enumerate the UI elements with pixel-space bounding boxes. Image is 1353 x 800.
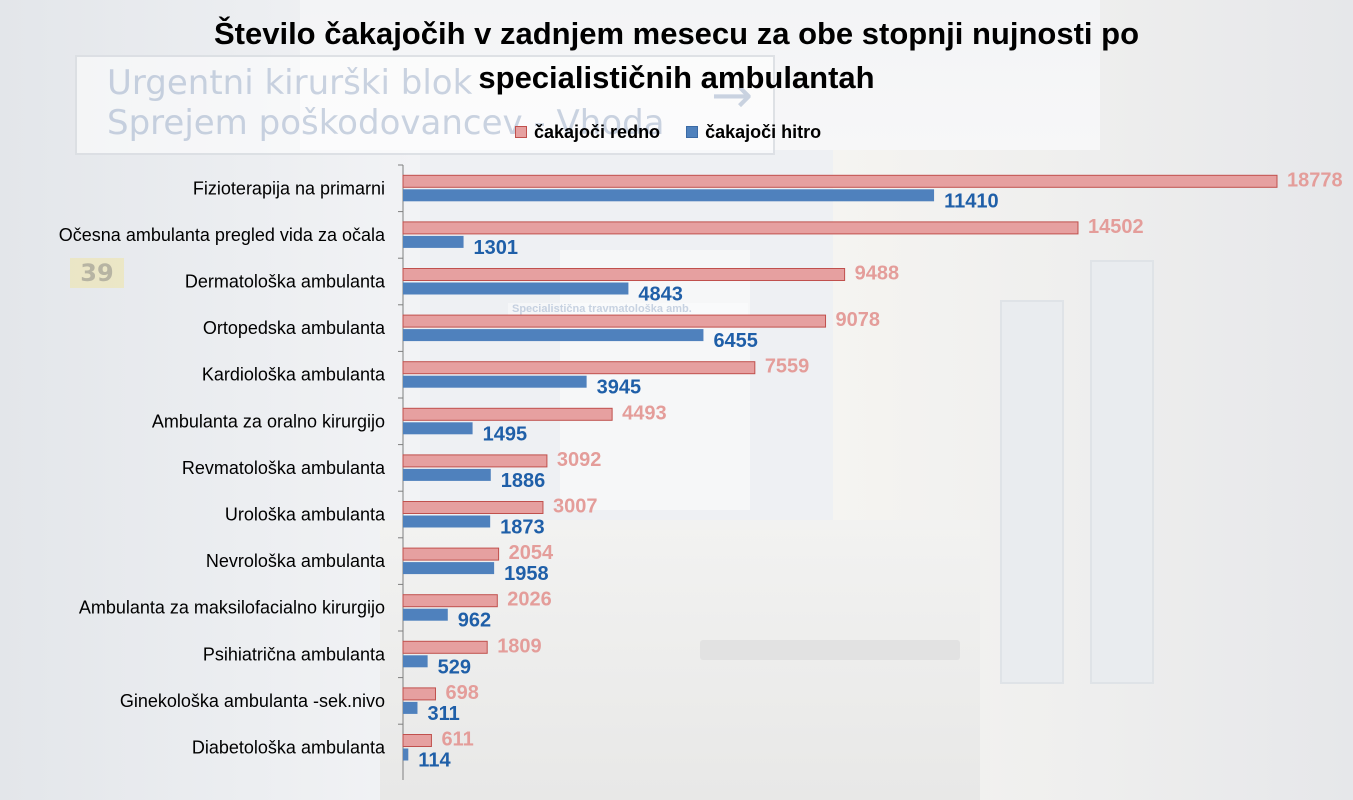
category-label: Ortopedska ambulanta [203, 318, 386, 338]
legend-item-hitro: čakajoči hitro [686, 122, 821, 143]
legend-label-redno: čakajoči redno [534, 121, 661, 142]
data-label-redno: 18778 [1287, 169, 1343, 191]
chart-title: Število čakajočih v zadnjem mesecu za ob… [0, 12, 1353, 100]
bar-hitro [403, 422, 473, 435]
data-label-hitro: 114 [418, 750, 451, 772]
data-label-hitro: 1495 [483, 423, 528, 445]
legend-label-hitro: čakajoči hitro [705, 121, 822, 142]
legend-swatch-redno [515, 126, 527, 138]
data-label-redno: 3092 [557, 449, 602, 471]
bar-hitro [403, 468, 491, 481]
category-label: Psihiatrična ambulanta [203, 644, 386, 664]
data-label-hitro: 4843 [638, 284, 683, 306]
background-door [1000, 300, 1064, 684]
category-label: Očesna ambulanta pregled vida za očala [59, 225, 386, 245]
category-label: Fizioterapija na primarni [193, 178, 385, 198]
bar-hitro [403, 701, 418, 714]
bar-hitro [403, 655, 428, 668]
background-bench [700, 640, 960, 660]
data-label-hitro: 311 [427, 703, 459, 725]
legend-swatch-hitro [686, 126, 699, 138]
chart-title-line1: Število čakajočih v zadnjem mesecu za ob… [213, 16, 1140, 51]
data-label-hitro: 6455 [713, 330, 758, 352]
bar-redno [402, 547, 500, 561]
bar-redno [402, 407, 613, 421]
category-label: Revmatološka ambulanta [182, 458, 386, 478]
bar-hitro [403, 608, 448, 621]
bar-redno [402, 687, 436, 701]
bar-hitro [403, 329, 704, 342]
background-sign-line2: Sprejem poškodovancev - Vhoda [107, 103, 665, 143]
data-label-redno: 2026 [507, 589, 552, 611]
data-label-redno: 14502 [1088, 216, 1144, 238]
bar-redno [402, 640, 488, 654]
category-label: Urološka ambulanta [225, 505, 386, 525]
bar-redno [402, 314, 827, 328]
background-door [1090, 260, 1154, 684]
data-label-redno: 4493 [622, 402, 667, 424]
data-label-hitro: 1873 [500, 517, 545, 539]
data-label-hitro: 1886 [501, 470, 545, 492]
legend-item-redno: čakajoči redno [515, 122, 660, 143]
category-label: Diabetološka ambulanta [192, 738, 386, 758]
bar-hitro [403, 748, 409, 761]
background-sign-line1: Urgentni kirurški blok [107, 63, 473, 103]
data-label-redno: 3007 [553, 496, 598, 518]
category-label: Nevrološka ambulanta [206, 551, 386, 571]
bar-hitro [403, 235, 464, 248]
chart-legend: čakajoči redno čakajoči hitro [515, 121, 821, 143]
category-label: Ambulanta za oralno kirurgijo [152, 411, 385, 431]
data-label-hitro: 11410 [944, 190, 999, 212]
bar-hitro [403, 375, 587, 388]
bar-redno [402, 361, 756, 375]
data-label-hitro: 3945 [597, 377, 642, 399]
data-label-hitro: 1301 [474, 237, 519, 259]
category-label: Kardiološka ambulanta [202, 365, 386, 385]
bar-redno [402, 221, 1079, 235]
background-sign: Urgentni kirurški blok Sprejem poškodova… [75, 55, 775, 155]
chart-title-line2: specialističnih ambulantah [478, 60, 875, 95]
bar-redno [402, 268, 846, 281]
bar-hitro [403, 282, 629, 295]
data-label-hitro: 1958 [504, 563, 549, 585]
bar-hitro [403, 562, 495, 575]
arrow-right-icon: → [711, 66, 753, 124]
data-label-redno: 1809 [497, 635, 541, 657]
bar-hitro [403, 189, 935, 202]
data-label-redno: 7559 [765, 356, 810, 378]
bar-redno [402, 734, 432, 747]
bar-redno [402, 174, 1278, 188]
data-label-redno: 611 [441, 729, 473, 751]
data-label-redno: 2054 [509, 542, 554, 564]
category-label: Ginekološka ambulanta -sek.nivo [120, 691, 385, 711]
data-label-redno: 9078 [836, 309, 881, 331]
data-label-hitro: 962 [458, 610, 491, 632]
bar-redno [402, 454, 548, 468]
bar-redno [402, 501, 544, 514]
background-door-number: 39 [70, 258, 124, 288]
data-label-redno: 698 [445, 682, 478, 704]
category-label: Ambulanta za maksilofacialno kirurgijo [79, 598, 385, 618]
bar-redno [402, 594, 498, 608]
bar-hitro [403, 515, 491, 528]
data-label-redno: 9488 [855, 263, 900, 285]
data-label-hitro: 529 [438, 656, 471, 678]
category-label: Dermatološka ambulanta [185, 272, 386, 292]
